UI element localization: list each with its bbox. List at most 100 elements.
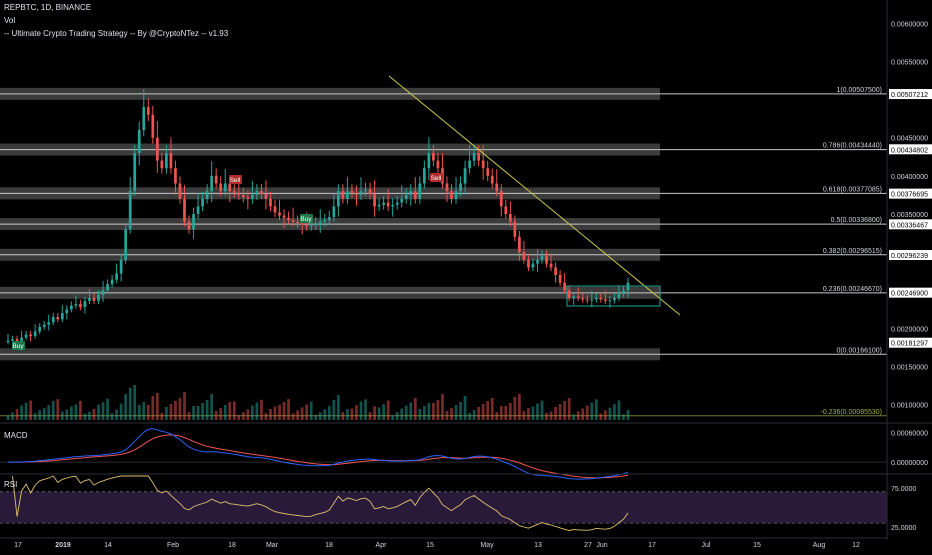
candle-body [318, 221, 322, 224]
candle-body [513, 221, 517, 237]
candle-body [151, 114, 155, 138]
candle-body [481, 160, 485, 169]
volume-bar [327, 405, 331, 420]
candle-body [6, 340, 10, 343]
volume-bar [558, 404, 562, 420]
signal-sell-marker [229, 175, 242, 184]
volume-bar [454, 405, 458, 420]
volume-bar [314, 415, 318, 420]
volume-bar [101, 402, 105, 420]
rsi-tick-label: 25.0000 [891, 525, 916, 532]
volume-bar [219, 408, 223, 420]
candle-body [282, 215, 286, 218]
time-tick-label: Apr [376, 542, 388, 549]
candle-body [174, 168, 177, 184]
candle-body [160, 160, 164, 169]
volume-bar [119, 403, 123, 420]
candle-body [56, 317, 60, 320]
candle-body [38, 326, 42, 332]
volume-bar [165, 407, 168, 420]
price-label-box [889, 144, 932, 155]
volume-bar [608, 407, 612, 420]
candle-body [359, 191, 363, 195]
volume-bar [264, 413, 268, 420]
volume-bar [192, 406, 195, 420]
candle-body [65, 309, 69, 314]
candle-body [241, 194, 245, 198]
time-tick-label: 15 [426, 542, 434, 549]
candle-body [146, 107, 150, 115]
volume-bar [522, 411, 526, 420]
candle-body [567, 290, 571, 298]
signal-sell-label: Sell [431, 175, 442, 182]
volume-bar [427, 403, 431, 420]
volume-bar [554, 407, 557, 420]
candle-body [373, 194, 376, 207]
candle-body [192, 214, 195, 230]
volume-bar [296, 410, 299, 420]
fib-label: 0.786(0.00434440) [823, 143, 882, 150]
candle-body [486, 168, 490, 176]
volume-bar [472, 410, 476, 420]
volume-bar [337, 395, 340, 420]
candle-body [287, 217, 290, 221]
candle-body [92, 297, 96, 301]
volume-bar [400, 408, 404, 420]
candle-body [88, 297, 91, 301]
candle-body [459, 183, 462, 192]
volume-bar [468, 413, 471, 420]
volume-bar [155, 393, 159, 420]
fib-lines [0, 93, 887, 417]
volume-bar [178, 398, 182, 420]
candle-body [608, 300, 612, 302]
candle-body [450, 191, 453, 199]
candle-body [572, 296, 576, 298]
volume-bar [359, 401, 363, 420]
volume-bar [477, 407, 481, 420]
candle-body [155, 137, 159, 161]
volume-bar [540, 400, 544, 420]
overlays [388, 75, 681, 316]
volume-bar [364, 399, 367, 420]
price-tick-label: 0.00550000 [891, 59, 928, 66]
volume-bar [445, 411, 449, 420]
macd-tick-label: 0.00060000 [891, 430, 928, 437]
candles [6, 89, 630, 346]
volume-bar [549, 411, 553, 420]
volume-bar [599, 413, 603, 420]
candle-body [341, 191, 345, 199]
candle-body [418, 183, 422, 199]
candle-body [165, 152, 168, 169]
macd-label: MACD [4, 431, 28, 440]
volume-bar [241, 412, 245, 420]
macd-tick-label: 0.00000000 [891, 460, 928, 467]
volume-bar [305, 404, 309, 420]
candle-body [60, 313, 64, 320]
candle-body [24, 334, 28, 338]
price-tick-label: 0.00350000 [891, 212, 928, 219]
time-tick-label: 17 [648, 542, 656, 549]
volume-bar [169, 404, 173, 420]
volume-bar [232, 401, 236, 420]
volume-bar [508, 403, 512, 420]
price-label: 0.00336467 [891, 222, 928, 229]
volume-bar [187, 412, 191, 420]
volume-bar [51, 400, 55, 420]
volume-bar [255, 402, 259, 420]
volume-bar [309, 401, 313, 420]
candle-body [79, 304, 82, 308]
candle-body [137, 130, 141, 153]
candle-body [463, 168, 467, 184]
candle-body [246, 197, 250, 199]
volume-bar [486, 401, 490, 420]
volume-bar [33, 413, 37, 420]
rsi-band [0, 491, 887, 524]
candle-body [33, 331, 37, 337]
rsi-tick-label: 75.0000 [891, 486, 916, 493]
candle-body [504, 206, 508, 214]
time-tick-label: 18 [325, 542, 333, 549]
fib-label: 0.618(0.00377085) [823, 186, 882, 193]
candle-body [545, 255, 548, 264]
volume-bar [572, 414, 576, 420]
candle-body [549, 263, 553, 268]
